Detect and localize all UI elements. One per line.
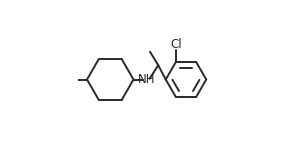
Text: Cl: Cl bbox=[170, 38, 182, 51]
Text: NH: NH bbox=[137, 73, 155, 86]
